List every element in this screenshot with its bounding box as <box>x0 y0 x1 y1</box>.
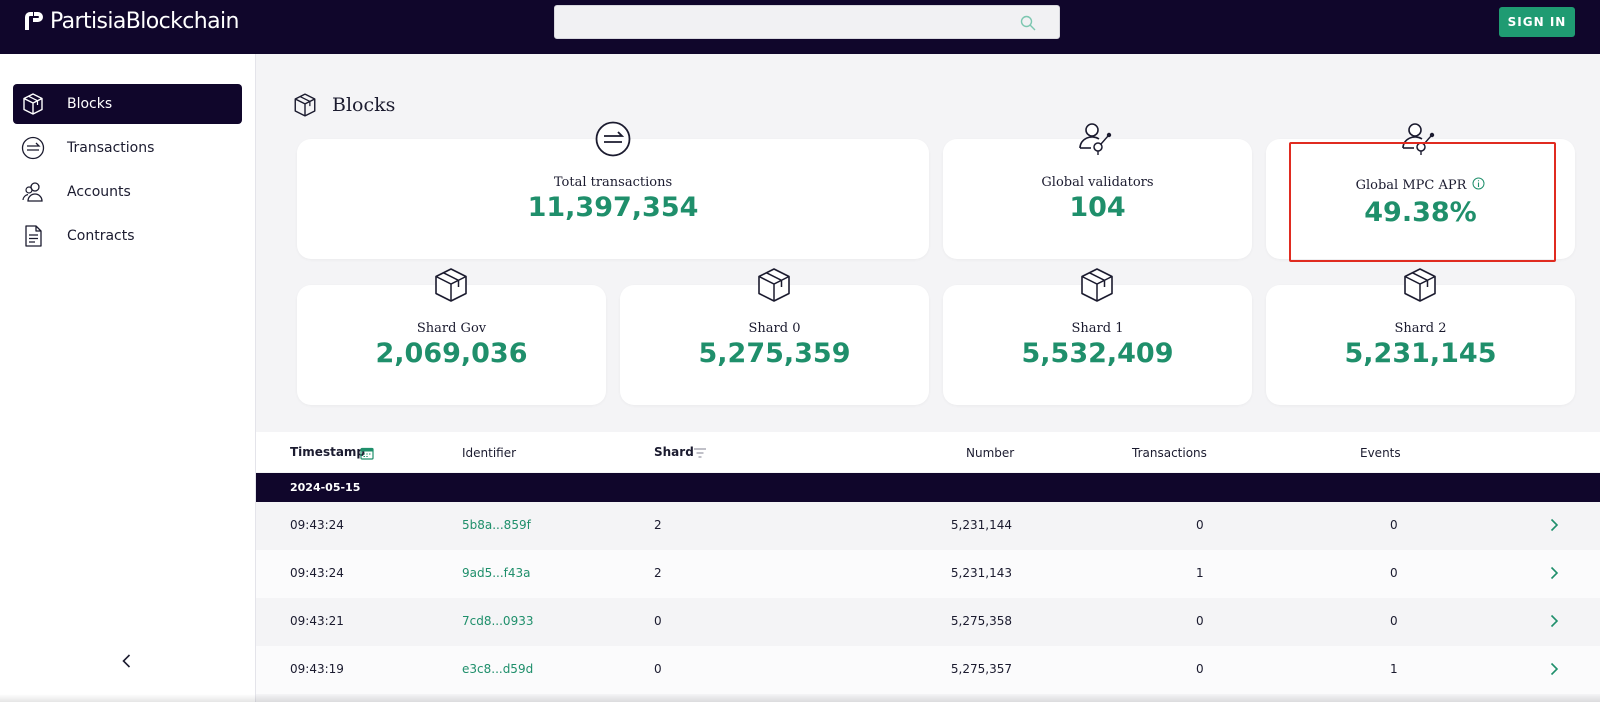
users-icon <box>22 182 43 202</box>
table-row[interactable]: 09:43:19 e3c8...d59d 0 5,275,357 0 1 <box>256 646 1600 694</box>
card-value: 11,397,354 <box>527 192 699 223</box>
cell-events: 1 <box>1390 662 1398 676</box>
shard-1-card: Shard 1 5,532,409 <box>943 285 1252 405</box>
info-icon[interactable] <box>1472 177 1485 190</box>
cell-events: 0 <box>1390 518 1398 532</box>
card-label: Shard 2 <box>1394 321 1447 336</box>
sidebar-item-contracts[interactable]: Contracts <box>13 216 242 256</box>
cell-transactions: 0 <box>1196 518 1204 532</box>
cube-icon <box>1081 268 1113 302</box>
card-label-row: Global MPC APR <box>1266 177 1575 193</box>
card-value: 5,532,409 <box>1021 338 1174 369</box>
page-title: Blocks <box>332 94 396 116</box>
cube-icon <box>23 93 43 115</box>
logo[interactable]: PartisiaBlockchain <box>22 7 239 35</box>
card-value: 5,275,359 <box>698 338 851 369</box>
cell-events: 0 <box>1390 566 1398 580</box>
bottom-edge-shadow <box>0 694 1600 702</box>
total-transactions-card: Total transactions 11,397,354 <box>297 139 929 259</box>
cell-number: 5,275,357 <box>950 662 1012 676</box>
card-value: 49.38% <box>1364 197 1477 228</box>
cell-shard: 2 <box>654 518 662 532</box>
cell-events: 0 <box>1390 614 1398 628</box>
chevron-right-icon[interactable] <box>1546 613 1562 629</box>
card-label: Global MPC APR <box>1355 178 1467 193</box>
filter-icon[interactable] <box>693 446 707 460</box>
cell-number: 5,231,143 <box>950 566 1012 580</box>
cell-identifier-link[interactable]: 9ad5...f43a <box>462 566 531 580</box>
sidebar-item-accounts[interactable]: Accounts <box>13 172 242 212</box>
cell-identifier-link[interactable]: e3c8...d59d <box>462 662 534 676</box>
cell-number: 5,231,144 <box>950 518 1012 532</box>
transfer-icon <box>595 121 631 157</box>
card-value: 104 <box>1069 192 1126 223</box>
card-label: Global validators <box>1041 175 1154 190</box>
column-header-identifier: Identifier <box>462 446 517 460</box>
column-header-transactions: Transactions <box>1132 446 1207 460</box>
cell-timestamp: 09:43:24 <box>290 518 344 532</box>
transfer-icon <box>21 136 45 160</box>
date-group-row: 2024-05-15 <box>256 473 1600 502</box>
column-header-timestamp[interactable]: Timestamp <box>290 445 366 459</box>
cube-icon <box>758 268 790 302</box>
validator-icon <box>1402 123 1435 155</box>
card-value: 2,069,036 <box>375 338 528 369</box>
top-bar: PartisiaBlockchain SIGN IN <box>0 0 1600 54</box>
logo-text: PartisiaBlockchain <box>50 8 239 34</box>
card-value: 5,231,145 <box>1344 338 1497 369</box>
calendar-icon[interactable] <box>360 446 374 460</box>
search-input[interactable] <box>554 5 1060 39</box>
cell-identifier-link[interactable]: 5b8a...859f <box>462 518 531 532</box>
date-group-label: 2024-05-15 <box>290 481 361 494</box>
table-row[interactable]: 09:43:24 9ad5...f43a 2 5,231,143 1 0 <box>256 550 1600 598</box>
sidebar-item-blocks[interactable]: Blocks <box>13 84 242 124</box>
cell-timestamp: 09:43:19 <box>290 662 344 676</box>
sidebar-item-label: Contracts <box>67 228 135 244</box>
card-label: Shard 1 <box>1071 321 1124 336</box>
column-header-number: Number <box>966 446 1015 460</box>
cell-number: 5,275,358 <box>950 614 1012 628</box>
cell-shard: 0 <box>654 662 662 676</box>
chevron-right-icon[interactable] <box>1546 661 1562 677</box>
cell-shard: 2 <box>654 566 662 580</box>
validator-icon <box>1079 123 1112 155</box>
sidebar-item-label: Blocks <box>67 96 113 112</box>
card-label: Shard 0 <box>748 321 801 336</box>
cube-icon <box>294 93 316 117</box>
column-header-events: Events <box>1360 446 1401 460</box>
partisia-logo-icon <box>25 12 43 30</box>
cell-transactions: 0 <box>1196 662 1204 676</box>
highlight-box <box>1289 142 1556 262</box>
chevron-left-icon[interactable] <box>118 652 136 670</box>
cell-identifier-link[interactable]: 7cd8...0933 <box>462 614 534 628</box>
table-row[interactable]: 09:43:21 7cd8...0933 0 5,275,358 0 0 <box>256 598 1600 646</box>
global-validators-card: Global validators 104 <box>943 139 1252 259</box>
shard-gov-card: Shard Gov 2,069,036 <box>297 285 606 405</box>
chevron-right-icon[interactable] <box>1546 565 1562 581</box>
page-header: Blocks <box>292 90 395 120</box>
cell-shard: 0 <box>654 614 662 628</box>
sidebar-item-label: Accounts <box>67 184 131 200</box>
cell-transactions: 1 <box>1196 566 1204 580</box>
global-mpc-apr-card: Global MPC APR 49.38% <box>1266 139 1575 259</box>
cube-icon <box>1404 268 1436 302</box>
sign-in-button[interactable]: SIGN IN <box>1499 7 1575 37</box>
document-icon <box>25 225 42 247</box>
sidebar-item-transactions[interactable]: Transactions <box>13 128 242 168</box>
shard-2-card: Shard 2 5,231,145 <box>1266 285 1575 405</box>
chevron-right-icon[interactable] <box>1546 517 1562 533</box>
table-header: Timestamp Identifier Shard Number Transa… <box>256 432 1600 472</box>
card-label: Total transactions <box>553 175 673 190</box>
sidebar: Blocks Transactions Accounts Contracts <box>0 54 256 702</box>
cube-icon <box>435 268 467 302</box>
sidebar-item-label: Transactions <box>67 140 155 156</box>
cell-timestamp: 09:43:21 <box>290 614 344 628</box>
shard-0-card: Shard 0 5,275,359 <box>620 285 929 405</box>
card-label: Shard Gov <box>416 321 487 336</box>
cell-timestamp: 09:43:24 <box>290 566 344 580</box>
column-header-shard[interactable]: Shard <box>654 445 694 459</box>
table-row[interactable]: 09:43:24 5b8a...859f 2 5,231,144 0 0 <box>256 502 1600 550</box>
search-icon[interactable] <box>1019 14 1037 32</box>
cell-transactions: 0 <box>1196 614 1204 628</box>
